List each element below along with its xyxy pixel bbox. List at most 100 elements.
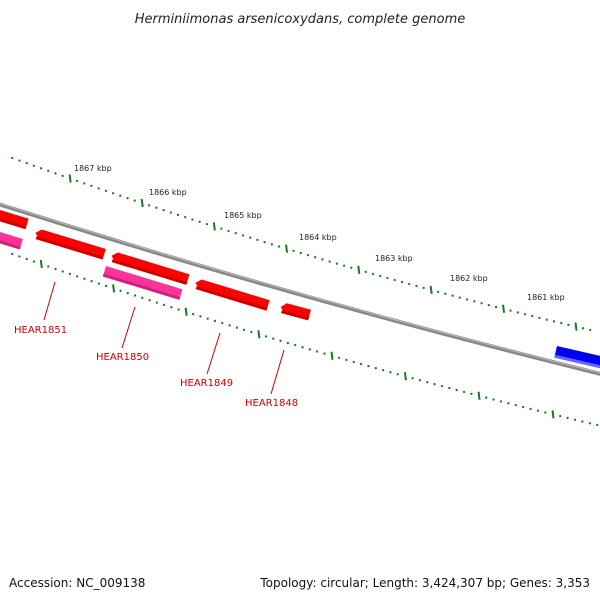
minor-tick [364, 270, 368, 274]
minor-tick [538, 316, 541, 320]
minor-tick [473, 300, 476, 303]
minor-tick [228, 324, 231, 327]
minor-tick [411, 376, 414, 380]
minor-tick [292, 249, 295, 253]
minor-tick [32, 164, 36, 167]
inner-tick-track [11, 252, 599, 427]
minor-tick [484, 396, 488, 399]
major-tick [551, 410, 555, 419]
minor-tick [342, 264, 346, 267]
minor-tick [359, 362, 363, 366]
major-tick [212, 222, 216, 231]
minor-tick [221, 321, 224, 325]
minor-tick [567, 323, 570, 327]
minor-tick [516, 311, 520, 314]
minor-tick [328, 260, 331, 263]
minor-tick [68, 272, 72, 276]
minor-tick [199, 315, 202, 318]
genome-summary-text: Topology: circular; Length: 3,424,307 bp… [259, 576, 590, 590]
minor-tick [227, 229, 230, 233]
minor-tick [141, 296, 144, 300]
minor-tick [256, 238, 259, 242]
kbp-label: 1861 kbp [527, 293, 565, 302]
major-tick [574, 322, 578, 331]
accession-text: Accession: NC_009138 [9, 576, 145, 590]
minor-tick [589, 328, 592, 332]
gene-feature-other[interactable] [554, 346, 600, 372]
gene-feature-hear1851[interactable] [34, 228, 106, 260]
gene-feature[interactable] [0, 229, 23, 250]
gene-label-hear1851[interactable]: HEAR1851 [14, 325, 67, 336]
gene-feature-hear1850[interactable] [110, 251, 190, 285]
minor-tick [104, 189, 108, 193]
minor-tick [337, 356, 341, 360]
minor-tick [458, 296, 462, 299]
minor-tick [155, 301, 159, 304]
major-tick [68, 174, 72, 183]
minor-tick [299, 251, 302, 255]
gene-leader-lines [43, 281, 285, 395]
minor-tick [11, 252, 14, 256]
gene-label-hear1850[interactable]: HEAR1850 [96, 352, 149, 363]
gene-feature-hear1849[interactable] [194, 278, 270, 311]
gene-feature-hear1848[interactable] [279, 302, 311, 321]
genome-backbone-highlight [0, 203, 600, 374]
minor-tick [191, 218, 194, 221]
minor-tick [560, 321, 563, 325]
minor-tick [235, 326, 239, 329]
minor-tick [242, 328, 246, 332]
minor-tick [352, 360, 355, 364]
minor-tick [104, 284, 108, 288]
minor-tick [250, 330, 253, 334]
minor-tick [61, 270, 64, 273]
gene-label-hear1848[interactable]: HEAR1848 [245, 398, 298, 409]
minor-tick [277, 245, 281, 248]
minor-tick [11, 156, 14, 160]
minor-tick [206, 317, 209, 320]
minor-tick [544, 411, 547, 414]
minor-tick [529, 407, 532, 411]
minor-tick [119, 289, 122, 293]
minor-tick [418, 378, 422, 382]
minor-tick [47, 265, 50, 268]
minor-tick [335, 262, 339, 265]
minor-tick [133, 199, 136, 202]
minor-tick [90, 279, 93, 283]
minor-tick [436, 290, 440, 294]
gene-feature[interactable] [0, 207, 29, 230]
minor-tick [425, 380, 429, 384]
major-tick [429, 285, 433, 295]
minor-tick [492, 398, 495, 401]
minor-tick [155, 206, 158, 209]
minor-tick [270, 243, 274, 246]
minor-tick [581, 327, 585, 330]
minor-tick [581, 420, 584, 423]
minor-tick [499, 400, 503, 403]
minor-tick [552, 320, 556, 323]
minor-tick [248, 236, 252, 239]
minor-tick [507, 402, 510, 405]
minor-tick [596, 423, 599, 427]
gene-feature-rna[interactable] [102, 266, 183, 300]
gene-features [0, 207, 600, 372]
minor-tick [286, 341, 290, 345]
minor-tick [213, 319, 217, 323]
minor-tick [263, 240, 266, 244]
minor-tick [18, 159, 21, 162]
minor-tick [386, 276, 389, 280]
minor-tick [293, 343, 297, 347]
major-tick [285, 244, 289, 253]
minor-tick [514, 403, 517, 407]
major-tick [477, 391, 481, 400]
kbp-label: 1867 kbp [74, 164, 112, 173]
kbp-label: 1862 kbp [450, 274, 488, 283]
minor-tick [306, 253, 310, 257]
gene-label-hear1849[interactable]: HEAR1849 [180, 378, 233, 389]
minor-tick [389, 370, 392, 374]
minor-tick [321, 258, 324, 261]
major-tick [502, 304, 506, 313]
minor-tick [279, 339, 282, 343]
minor-tick [176, 213, 180, 217]
minor-tick [415, 284, 418, 288]
minor-tick [220, 227, 223, 230]
